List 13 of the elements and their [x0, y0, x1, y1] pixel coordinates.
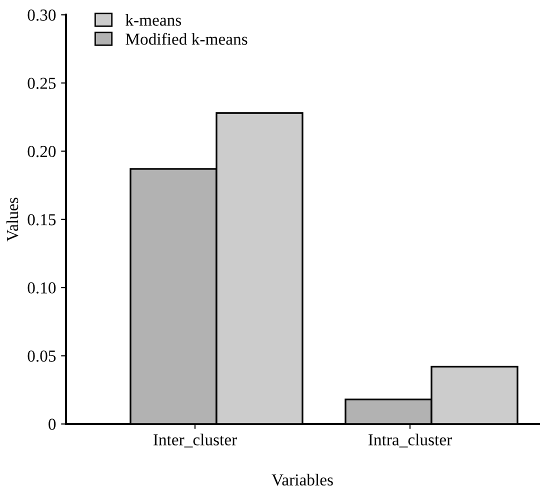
y-tick-label: 0.15: [28, 214, 56, 226]
legend-label: k-means: [126, 14, 182, 26]
y-tick-label: 0.05: [28, 350, 56, 362]
y-tick-label: 0.25: [28, 78, 56, 90]
y-axis-title: Values: [6, 198, 18, 242]
y-tick-label: 0.10: [28, 282, 56, 294]
legend-label: Modified k-means: [126, 32, 248, 45]
y-tick-label: 0: [48, 418, 56, 430]
y-tick-label: 0.20: [28, 146, 56, 158]
y-tick-label: 0.30: [28, 9, 56, 21]
x-tick-label: Inter_cluster: [153, 434, 237, 448]
x-tick-label: Intra_cluster: [368, 434, 452, 448]
x-axis-title: Variables: [272, 474, 333, 486]
